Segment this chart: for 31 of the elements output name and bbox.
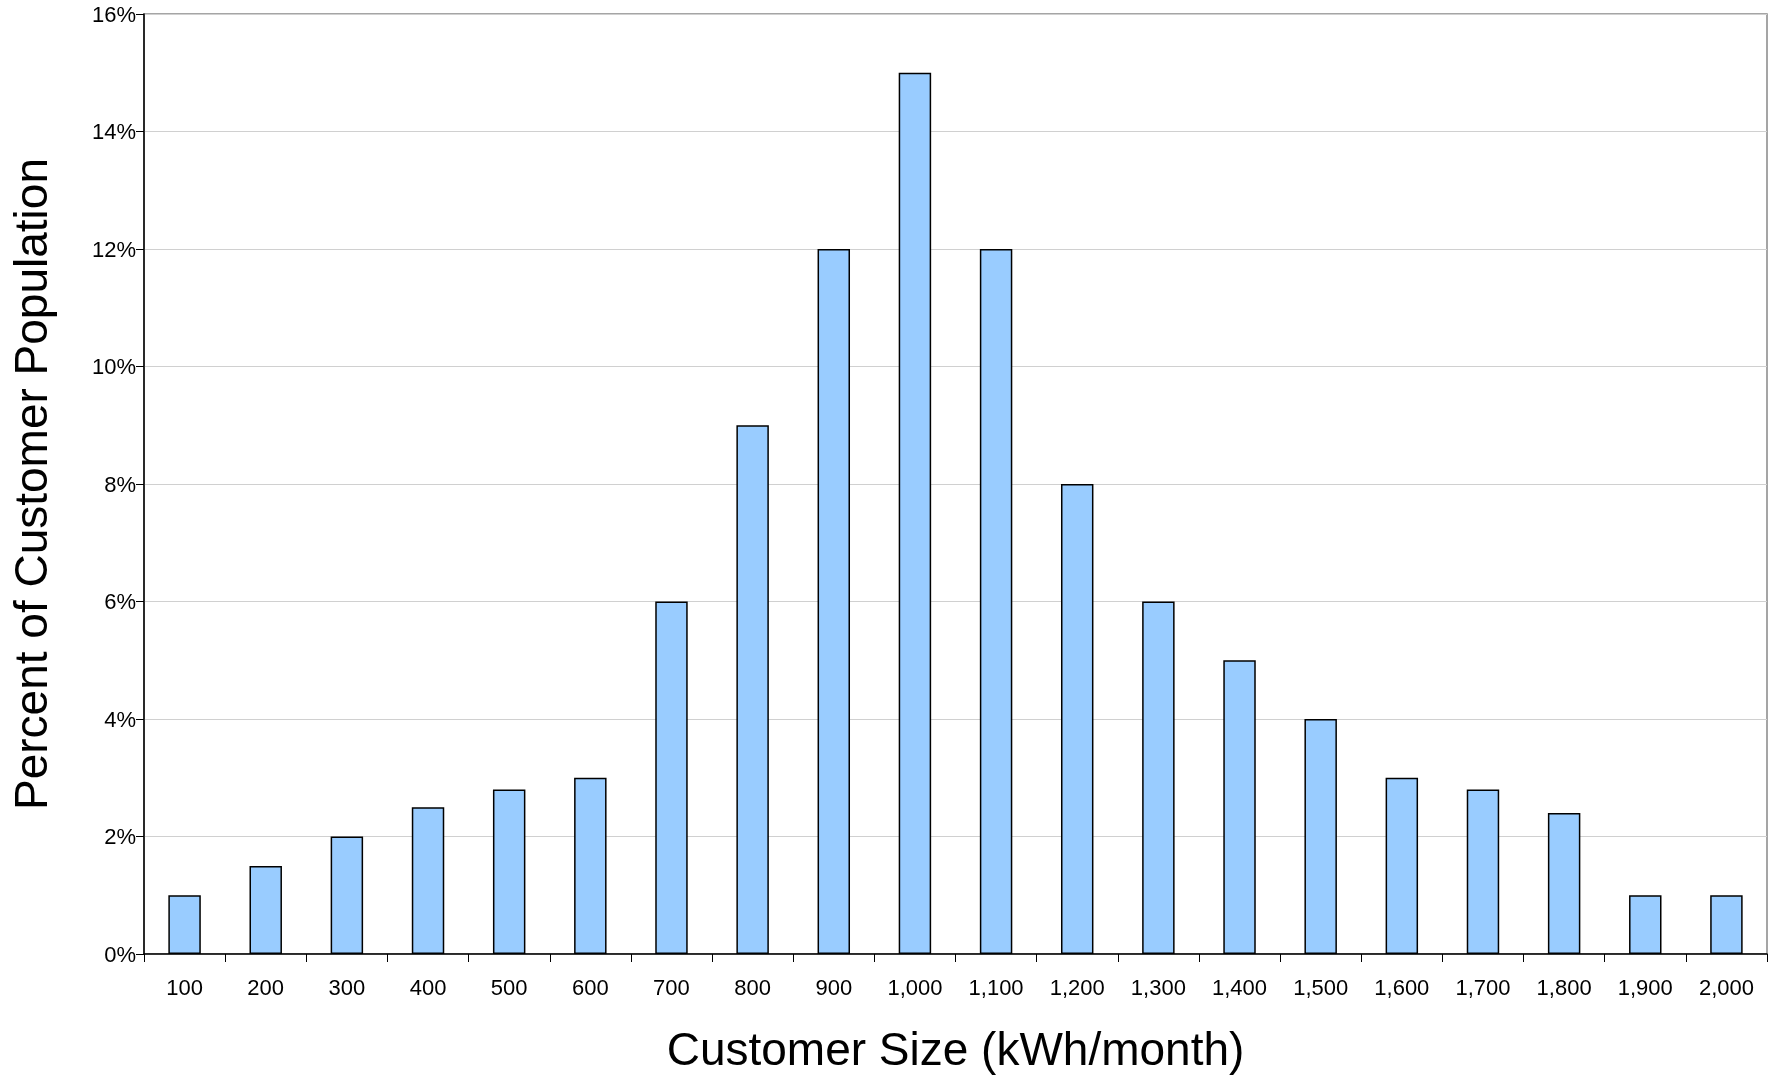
x-tick-label: 2,000 [1698,974,1754,1000]
x-tick-label: 1,700 [1455,974,1511,1000]
x-tick-label: 1,800 [1536,974,1592,1000]
x-tick-label: 1,600 [1374,974,1430,1000]
y-tick-label: 4% [104,706,136,732]
x-tick-label: 100 [166,974,203,1000]
x-tick-label: 1,900 [1617,974,1673,1000]
x-tick-label: 300 [328,974,366,1000]
x-tick-label: 700 [653,974,690,1000]
x-tick-label: 500 [490,974,528,1000]
x-tick-label: 1,300 [1130,974,1186,1000]
y-tick-label: 10% [91,354,136,379]
x-tick-label: 900 [815,974,853,1000]
x-tick-label: 400 [409,974,447,1000]
x-tick-label: 1,100 [968,974,1024,1000]
y-tick-label: 0% [104,941,136,967]
x-tick-label: 1,500 [1293,974,1349,1000]
x-tick-label: 800 [734,974,771,1000]
y-tick-label: 16% [91,1,136,27]
x-tick-label: 1,400 [1211,974,1268,1000]
x-tick-label: 1,000 [887,974,943,1000]
x-tick-label: 600 [571,974,609,1000]
x-tick-label: 200 [247,974,285,1000]
y-tick-label: 12% [91,236,136,262]
x-tick-label: 1,200 [1049,974,1105,1000]
y-axis-title: Percent of Customer Population [5,157,57,811]
y-tick-label: 2% [104,824,136,849]
y-tick-label: 8% [104,471,136,497]
y-tick-label: 14% [91,119,136,144]
y-tick-label: 6% [104,589,136,614]
x-axis-title: Customer Size (kWh/month) [666,1023,1245,1075]
